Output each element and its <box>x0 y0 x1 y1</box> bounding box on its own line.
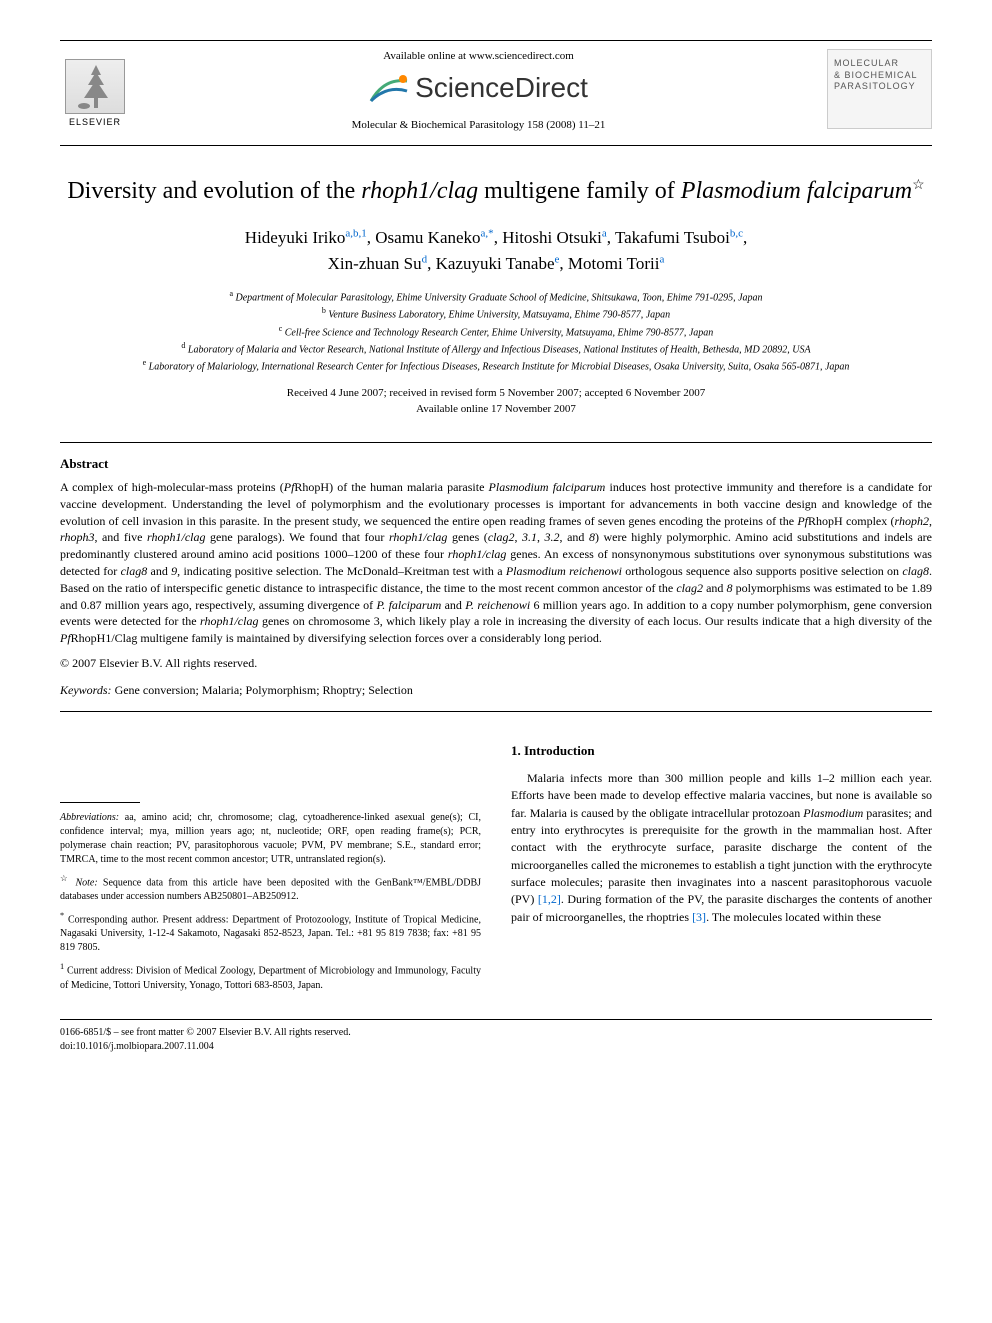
author-1: Hideyuki Iriko <box>245 228 346 247</box>
elsevier-label: ELSEVIER <box>69 116 121 129</box>
addr1-text: Current address: Division of Medical Zoo… <box>60 966 481 991</box>
author-3: Hitoshi Otsuki <box>502 228 602 247</box>
footer-line2: doi:10.1016/j.molbiopara.2007.11.004 <box>60 1040 932 1054</box>
author-3-aff: a <box>602 228 607 240</box>
author-6: Kazuyuki Tanabe <box>436 254 555 273</box>
journal-cover: MOLECULAR & BIOCHEMICAL PARASITOLOGY <box>827 49 932 129</box>
abbrev-label: Abbreviations: <box>60 812 119 823</box>
affiliations: a Department of Molecular Parasitology, … <box>60 288 932 375</box>
author-4: Takafumi Tsuboi <box>615 228 730 247</box>
author-4-aff: b,c <box>730 228 743 240</box>
note-star: ☆ <box>60 874 70 883</box>
note-text: Sequence data from this article have bee… <box>60 877 481 902</box>
online-date: Available online 17 November 2007 <box>60 401 932 418</box>
keywords: Keywords: Gene conversion; Malaria; Poly… <box>60 682 932 699</box>
received-date: Received 4 June 2007; received in revise… <box>60 385 932 402</box>
abstract-copyright: © 2007 Elsevier B.V. All rights reserved… <box>60 655 932 672</box>
footnote-corresponding: * Corresponding author. Present address:… <box>60 910 481 955</box>
available-online-text: Available online at www.sciencedirect.co… <box>150 49 807 64</box>
author-7: Motomi Torii <box>568 254 660 273</box>
keywords-label: Keywords: <box>60 683 112 697</box>
footnote-note: ☆ Note: Sequence data from this article … <box>60 873 481 904</box>
aff-b: Venture Business Laboratory, Ehime Unive… <box>328 310 670 321</box>
center-header: Available online at www.sciencedirect.co… <box>130 49 827 133</box>
footnote-current-address: 1 Current address: Division of Medical Z… <box>60 961 481 992</box>
note-label: Note: <box>75 877 97 888</box>
footer-rule: 0166-6851/$ – see front matter © 2007 El… <box>60 1019 932 1054</box>
elsevier-tree-icon <box>65 59 125 114</box>
keywords-text: Gene conversion; Malaria; Polymorphism; … <box>112 683 413 697</box>
author-2: Osamu Kaneko <box>375 228 480 247</box>
aff-e: Laboratory of Malariology, International… <box>149 362 850 373</box>
sciencedirect-logo: ScienceDirect <box>150 68 807 107</box>
title-star: ☆ <box>912 178 925 193</box>
aff-d: Laboratory of Malaria and Vector Researc… <box>188 344 811 355</box>
article-dates: Received 4 June 2007; received in revise… <box>60 385 932 418</box>
two-column-layout: Abbreviations: aa, amino acid; chr, chro… <box>60 742 932 999</box>
title-pre: Diversity and evolution of the <box>67 178 361 204</box>
aff-c: Cell-free Science and Technology Researc… <box>285 327 714 338</box>
journal-header: ELSEVIER Available online at www.science… <box>60 40 932 146</box>
aff-a: Department of Molecular Parasitology, Eh… <box>236 292 763 303</box>
title-italic1: rhoph1/clag <box>361 178 478 204</box>
separator-bottom <box>60 711 932 712</box>
author-6-aff: e <box>555 253 560 265</box>
separator-top <box>60 442 932 443</box>
title-italic2: Plasmodium falciparum <box>681 178 912 204</box>
abstract-heading: Abstract <box>60 455 932 473</box>
sciencedirect-text: ScienceDirect <box>415 68 588 107</box>
elsevier-logo: ELSEVIER <box>60 49 130 129</box>
corr-text: Corresponding author. Present address: D… <box>60 914 481 953</box>
cover-line2: & BIOCHEMICAL <box>834 70 925 82</box>
title-mid: multigene family of <box>478 178 681 204</box>
abstract-body: A complex of high-molecular-mass protein… <box>60 479 932 647</box>
sd-swoosh-icon <box>369 73 409 103</box>
author-1-aff: a,b,1 <box>345 228 366 240</box>
cover-line3: PARASITOLOGY <box>834 81 925 93</box>
author-5-aff: d <box>422 253 428 265</box>
left-column: Abbreviations: aa, amino acid; chr, chro… <box>60 742 481 999</box>
footnote-rule <box>60 802 140 803</box>
footer-line1: 0166-6851/$ – see front matter © 2007 El… <box>60 1026 932 1040</box>
author-5: Xin-zhuan Su <box>328 254 422 273</box>
abbrev-text: aa, amino acid; chr, chromosome; clag, c… <box>60 812 481 865</box>
footnote-abbreviations: Abbreviations: aa, amino acid; chr, chro… <box>60 811 481 867</box>
article-title: Diversity and evolution of the rhoph1/cl… <box>60 176 932 207</box>
intro-heading: 1. Introduction <box>511 742 932 760</box>
authors: Hideyuki Irikoa,b,1, Osamu Kanekoa,*, Hi… <box>60 225 932 276</box>
author-2-aff: a,* <box>481 228 494 240</box>
cover-line1: MOLECULAR <box>834 58 925 70</box>
journal-citation: Molecular & Biochemical Parasitology 158… <box>150 118 807 133</box>
right-column: 1. Introduction Malaria infects more tha… <box>511 742 932 999</box>
author-7-aff: a <box>659 253 664 265</box>
intro-body: Malaria infects more than 300 million pe… <box>511 770 932 927</box>
